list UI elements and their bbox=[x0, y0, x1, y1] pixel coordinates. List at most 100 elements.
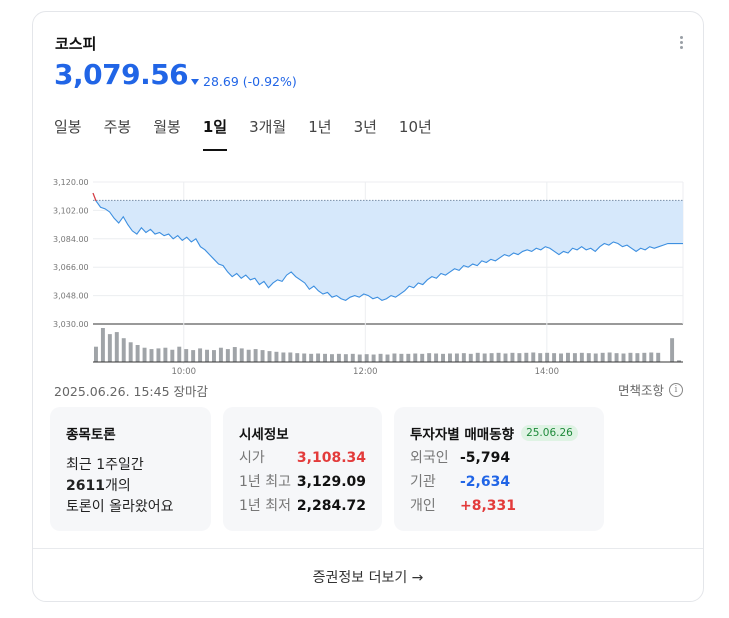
discussion-line-2: 2611개의 bbox=[66, 476, 195, 497]
tab-10-years[interactable]: 10년 bbox=[398, 118, 432, 136]
x-tick-label: 10:00 bbox=[172, 367, 197, 377]
volume-bar bbox=[198, 348, 203, 362]
volume-bar bbox=[628, 352, 633, 362]
market-info-box[interactable]: 시세정보 시가 3,108.34 1년 최고 3,129.09 1년 최저 2,… bbox=[223, 407, 382, 531]
volume-bar bbox=[461, 353, 466, 362]
volume-bar bbox=[121, 338, 126, 362]
volume-bar bbox=[635, 353, 640, 362]
volume-bar bbox=[524, 352, 529, 362]
volume-bar bbox=[149, 349, 154, 362]
volume-bar bbox=[288, 352, 293, 362]
volume-bar bbox=[316, 353, 321, 362]
volume-bar bbox=[323, 353, 327, 362]
volume-bar bbox=[267, 351, 272, 362]
volume-bar bbox=[218, 347, 223, 362]
y-tick-label: 3,120.00 bbox=[53, 178, 89, 187]
securities-info-more-link[interactable]: 증권정보 더보기 → bbox=[312, 570, 424, 586]
y-tick-label: 3,102.00 bbox=[53, 206, 89, 215]
tab-monthly-candle[interactable]: 월봉 bbox=[153, 118, 181, 136]
volume-bar bbox=[510, 352, 515, 362]
investor-trend-label: 투자자별 매매동향 bbox=[410, 427, 515, 443]
chart-svg: 3,120.00 3,102.00 3,084.00 3,066.00 3,048.00… bbox=[53, 178, 684, 377]
volume-bar bbox=[302, 353, 307, 362]
volume-bar bbox=[614, 353, 619, 362]
volume-bar bbox=[163, 347, 168, 362]
y-tick-label: 3,048.00 bbox=[53, 292, 89, 301]
volume-bar bbox=[156, 348, 161, 362]
volume-bar bbox=[489, 353, 494, 362]
volume-bar bbox=[225, 349, 230, 362]
discussion-count-suffix: 개의 bbox=[104, 478, 131, 494]
intraday-chart[interactable]: 3,120.00 3,102.00 3,084.00 3,066.00 3,048.00… bbox=[51, 164, 687, 377]
year-high-value: 3,129.09 bbox=[296, 474, 366, 490]
tab-3-years[interactable]: 3년 bbox=[353, 118, 377, 136]
market-info-row-open: 시가 3,108.34 bbox=[239, 449, 366, 467]
volume-bar bbox=[427, 353, 432, 362]
investor-trend-title: 투자자별 매매동향 25.06.26 bbox=[410, 423, 588, 443]
volume-bar bbox=[503, 353, 508, 362]
volume-bar bbox=[385, 354, 390, 362]
investor-trend-box[interactable]: 투자자별 매매동향 25.06.26 외국인 -5,794 기관 -2,634 … bbox=[394, 407, 604, 531]
tab-weekly-candle[interactable]: 주봉 bbox=[103, 118, 132, 136]
individual-value: +8,331 bbox=[460, 498, 517, 514]
kospi-card: 코스피 3,079.56 28.69 (-0.92%) 일봉 주봉 월봉 1일 … bbox=[32, 11, 704, 602]
volume-bar bbox=[572, 353, 577, 362]
volume-bar bbox=[559, 353, 563, 362]
foreign-value: -5,794 bbox=[460, 450, 511, 466]
disclaimer-link[interactable]: 면책조항 i bbox=[618, 380, 683, 399]
investor-row-institution: 기관 -2,634 bbox=[410, 473, 588, 491]
more-options-icon[interactable] bbox=[676, 35, 686, 51]
x-tick-label: 12:00 bbox=[353, 367, 378, 377]
discussion-box[interactable]: 종목토론 최근 1주일간 2611개의 토론이 올라왔어요 bbox=[50, 407, 211, 531]
price-line bbox=[92, 192, 683, 301]
volume-bar bbox=[468, 353, 473, 362]
volume-bar bbox=[232, 347, 237, 362]
volume-bar bbox=[538, 353, 543, 362]
volume-bar bbox=[399, 353, 404, 362]
volume-bar bbox=[191, 350, 196, 362]
tab-3-months[interactable]: 3개월 bbox=[249, 118, 287, 136]
volume-bar bbox=[177, 346, 182, 362]
institution-value: -2,634 bbox=[460, 474, 511, 490]
volume-bar bbox=[531, 352, 536, 362]
down-arrow-icon bbox=[191, 78, 199, 85]
volume-bar bbox=[406, 353, 411, 362]
volume-bar bbox=[441, 353, 445, 362]
volume-bar bbox=[566, 352, 570, 362]
volume-bar bbox=[100, 328, 105, 362]
investor-row-foreign: 외국인 -5,794 bbox=[410, 449, 588, 467]
volume-bar bbox=[336, 353, 341, 362]
volume-bar bbox=[642, 352, 647, 362]
discussion-count: 2611 bbox=[66, 478, 105, 494]
change-value: 28.69 (-0.92%) bbox=[203, 74, 297, 89]
volume-bar bbox=[677, 360, 681, 362]
volume-bar bbox=[586, 353, 591, 362]
price-area-fill bbox=[93, 200, 683, 301]
volume-bar bbox=[434, 353, 439, 362]
card-divider bbox=[33, 548, 703, 549]
institution-label: 기관 bbox=[410, 474, 436, 490]
disclaimer-label: 면책조항 bbox=[617, 383, 664, 398]
volume-bar bbox=[448, 353, 452, 362]
volume-bar bbox=[239, 348, 244, 362]
tab-daily-candle[interactable]: 일봉 bbox=[54, 118, 82, 136]
tab-1-day[interactable]: 1일 bbox=[202, 116, 228, 151]
volume-bar bbox=[378, 353, 383, 362]
volume-bar bbox=[212, 350, 216, 362]
volume-bar bbox=[579, 352, 584, 362]
volume-bar bbox=[170, 349, 175, 362]
period-tabs: 일봉 주봉 월봉 1일 3개월 1년 3년 10년 bbox=[54, 116, 454, 151]
y-tick-label: 3,066.00 bbox=[53, 263, 89, 272]
market-info-row-year-low: 1년 최저 2,284.72 bbox=[239, 497, 366, 515]
tab-1-year[interactable]: 1년 bbox=[308, 118, 332, 136]
volume-bar bbox=[114, 332, 119, 362]
date-badge: 25.06.26 bbox=[521, 425, 578, 441]
volume-bar bbox=[649, 352, 654, 362]
volume-bar bbox=[357, 354, 362, 362]
volume-bar bbox=[253, 349, 258, 362]
volume-bar bbox=[330, 354, 334, 362]
current-price: 3,079.56 bbox=[54, 58, 189, 91]
volume-bar bbox=[482, 353, 487, 362]
market-info-title: 시세정보 bbox=[239, 427, 289, 443]
y-tick-label: 3,084.00 bbox=[53, 235, 89, 244]
